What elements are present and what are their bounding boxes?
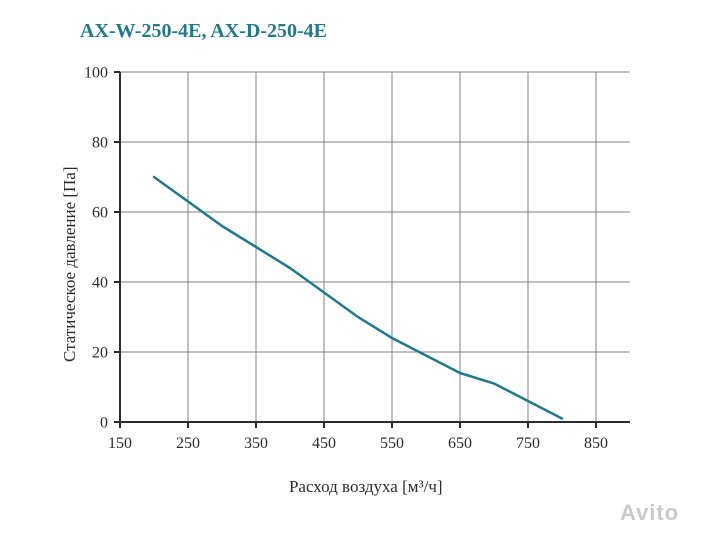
x-tick-label: 450 [312,435,336,452]
y-tick-label: 60 [92,205,108,222]
y-tick-label: 100 [84,65,108,82]
x-tick-label: 750 [516,435,540,452]
y-axis-label: Статическое давление [Па] [60,166,80,362]
x-tick-label: 250 [176,435,200,452]
chart-container: 150 250 350 450 550 650 750 850 0 20 40 60 80 100 [70,22,680,477]
x-tick-label: 550 [380,435,404,452]
y-tick-label: 0 [100,415,108,432]
x-tick-label: 650 [448,435,472,452]
x-tick-label: 150 [108,435,132,452]
plot-background [120,72,630,422]
chart-svg: 150 250 350 450 550 650 750 850 0 20 40 60 80 100 [70,22,680,472]
y-tick-label: 80 [92,135,108,152]
y-tick-label: 40 [92,275,108,292]
watermark: Avito [620,500,679,526]
x-axis-label: Расход воздуха [м³/ч] [289,477,443,497]
x-tick-label: 350 [244,435,268,452]
y-tick-label: 20 [92,345,108,362]
x-tick-label: 850 [584,435,608,452]
